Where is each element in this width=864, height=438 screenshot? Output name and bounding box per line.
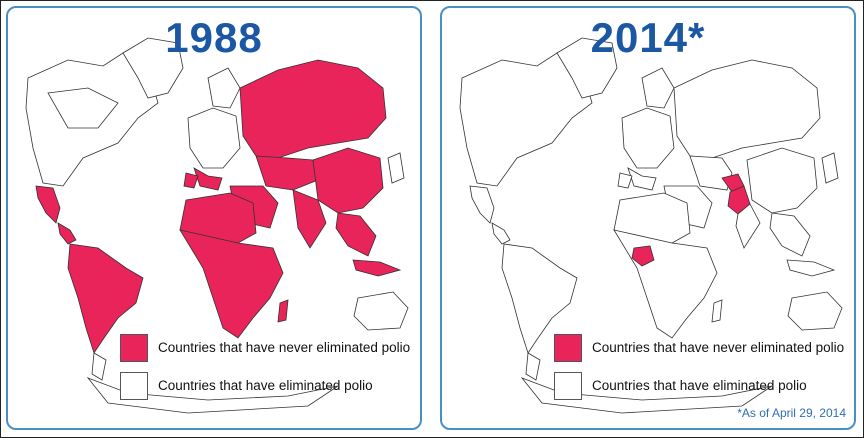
antarctica (86, 377, 339, 414)
map-panel-1988: 1988 Countries that have never eliminate… (6, 6, 422, 430)
indonesia (352, 259, 402, 277)
north-america (25, 52, 159, 187)
year-title-2014: 2014* (590, 14, 706, 61)
australia (787, 291, 843, 331)
legend-label-eliminated: Countries that have eliminated polio (158, 378, 373, 393)
canada-lines (47, 87, 119, 129)
southeast-asia (769, 212, 811, 257)
madagascar (277, 299, 289, 323)
western-europe (621, 107, 675, 169)
southeast-asia (335, 212, 377, 257)
southern-europe (627, 167, 657, 191)
greenland (556, 37, 618, 99)
russia (673, 59, 821, 159)
japan (387, 152, 405, 184)
south-america (501, 243, 578, 354)
antarctica (520, 377, 773, 414)
legend-swatch-endemic (120, 334, 148, 362)
nigeria (631, 245, 655, 267)
legend-swatch-eliminated (554, 372, 582, 400)
china (312, 147, 384, 214)
iberia (183, 172, 199, 189)
southern-europe (193, 167, 223, 191)
north-america (459, 52, 593, 187)
south-asia (735, 203, 761, 249)
south-america-tip (91, 352, 107, 381)
japan (821, 152, 839, 184)
scandinavia (641, 67, 675, 109)
mexico (469, 185, 495, 224)
africa (613, 229, 718, 339)
scandinavia (207, 67, 241, 109)
greenland (122, 37, 184, 99)
western-europe (187, 107, 241, 169)
legend-swatch-endemic (554, 334, 582, 362)
south-america (67, 243, 144, 354)
russia (239, 59, 387, 159)
legend-label-endemic: Countries that have never eliminated pol… (592, 340, 845, 355)
south-america-tip (525, 352, 541, 381)
madagascar (711, 299, 723, 323)
australia (353, 291, 409, 331)
map-panel-2014: 2014* Countries that have never eliminat… (440, 6, 856, 430)
legend-label-endemic: Countries that have never eliminated pol… (158, 340, 411, 355)
legend-label-eliminated: Countries that have eliminated polio (592, 378, 807, 393)
mexico (35, 185, 61, 224)
central-america (491, 222, 511, 245)
indonesia (786, 259, 836, 277)
iberia (617, 172, 633, 189)
year-title-1988: 1988 (165, 14, 263, 61)
world-map-2014 (459, 37, 843, 414)
as-of-note: *As of April 29, 2014 (737, 406, 846, 420)
central-america (57, 222, 77, 245)
world-map-1988 (25, 37, 409, 414)
central-asia (689, 155, 733, 191)
central-asia (255, 155, 319, 191)
china (746, 147, 818, 214)
south-asia (292, 189, 327, 249)
legend-swatch-eliminated (120, 372, 148, 400)
africa (179, 229, 284, 339)
